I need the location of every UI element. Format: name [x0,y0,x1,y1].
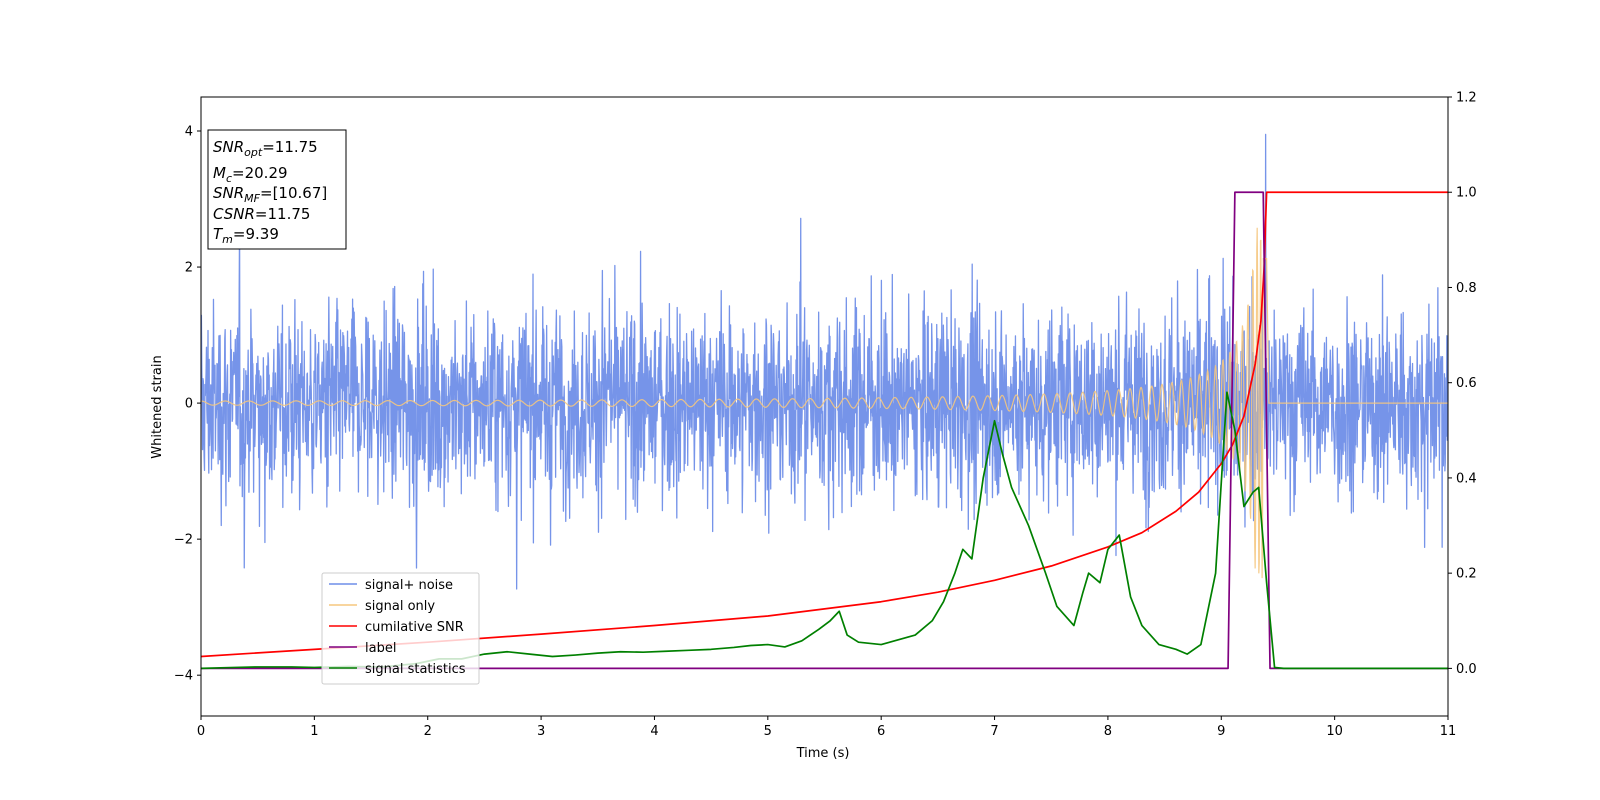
series-signal-noise [201,133,1448,590]
info-box: SNRopt=11.75 Mc=20.29 SNRMF=[10.67] CSNR… [207,129,347,250]
y-right-tick-label: 0.6 [1456,376,1477,391]
x-tick-label: 3 [537,724,545,739]
info-mc: Mc=20.29 [213,164,288,185]
y-right-tick-label: 0.8 [1456,281,1477,296]
plot-frame [200,96,1449,717]
x-tick-label: 0 [197,724,205,739]
info-snr-opt: SNRopt=11.75 [213,138,318,159]
info-csnr: CSNR=11.75 [213,205,310,223]
x-tick-label: 10 [1326,724,1343,739]
x-tick-label: 2 [424,724,432,739]
legend-label-signal-noise: signal+ noise [365,578,453,593]
info-tm: Tm=9.39 [213,225,279,246]
x-axis-label: Time (s) [796,746,850,761]
legend-label-signal-statistics: signal statistics [365,662,466,677]
x-tick-label: 11 [1440,724,1457,739]
y-axis-label: Whitened strain [150,355,165,458]
x-tick-label: 9 [1217,724,1225,739]
x-tick-label: 7 [990,724,998,739]
x-tick-label: 6 [877,724,885,739]
y-left-tick-label: 4 [185,125,193,140]
x-tick-label: 5 [764,724,772,739]
legend-frame [321,572,480,685]
y-right-tick-label: 0.2 [1456,567,1477,582]
info-box-frame [207,129,347,250]
x-axis: 0 1 2 3 4 5 6 7 8 9 10 11 [197,716,1456,739]
y-right-tick-label: 0.0 [1456,662,1477,677]
info-snr-mf: SNRMF=[10.67] [213,184,327,205]
y-right-tick-label: 0.4 [1456,471,1477,486]
y-axis-right: 0.0 0.2 0.4 0.6 0.8 1.0 1.2 [1448,91,1477,677]
y-right-tick-label: 1.2 [1456,91,1477,106]
x-tick-label: 1 [310,724,318,739]
x-tick-label: 4 [650,724,658,739]
y-left-tick-label: −4 [174,669,193,684]
x-tick-label: 8 [1104,724,1112,739]
y-left-tick-label: 0 [185,397,193,412]
y-left-tick-label: 2 [185,261,193,276]
plot-area [201,133,1448,670]
series-signal-statistics [201,391,1448,670]
legend-label-signal-only: signal only [365,599,435,614]
y-axis-left: −4 −2 0 2 4 [174,125,201,684]
y-left-tick-label: −2 [174,533,193,548]
legend-label-cumulative-snr: cumilative SNR [365,620,464,635]
y-right-tick-label: 1.0 [1456,186,1477,201]
series-signal-only [201,227,1448,579]
legend-label-label: label [365,641,396,656]
legend: signal+ noise signal only cumilative SNR… [321,572,480,685]
